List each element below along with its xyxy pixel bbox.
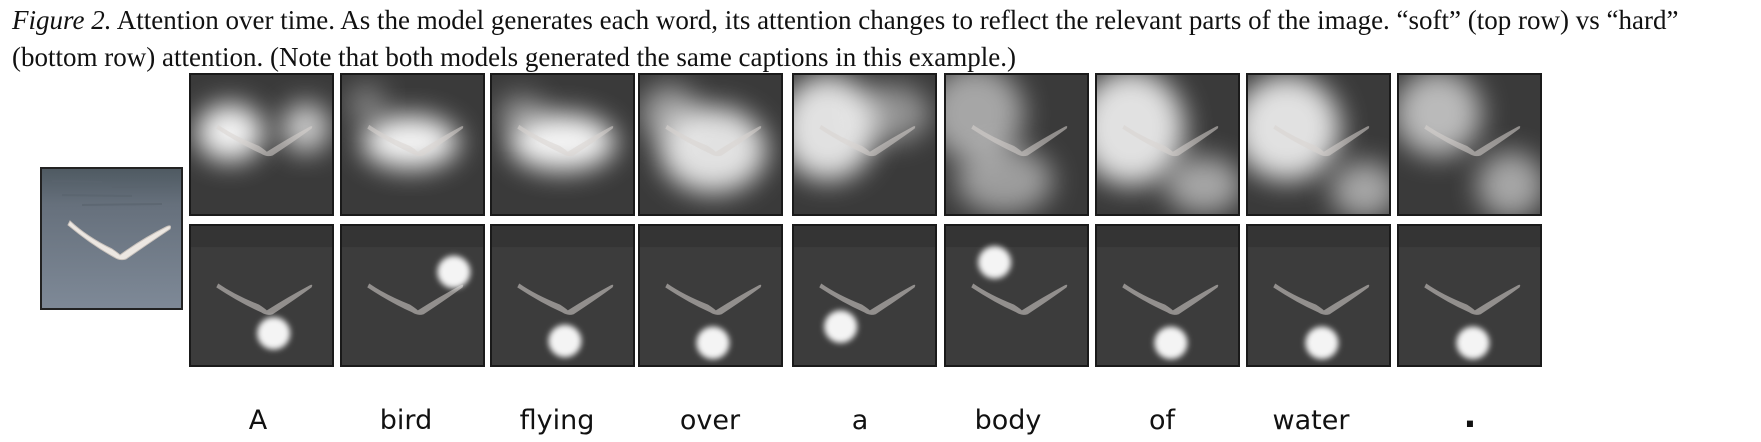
soft-attention-map <box>340 73 485 216</box>
hard-attention-map <box>792 224 937 367</box>
hard-attention-map <box>638 224 783 367</box>
caption-word: body <box>974 405 1042 436</box>
caption-word: water <box>1272 405 1350 436</box>
figure-caption-text: Attention over time. As the model genera… <box>12 5 1679 72</box>
figure-caption: Figure 2. Attention over time. As the mo… <box>12 2 1752 76</box>
caption-word: over <box>679 405 741 436</box>
soft-attention-map <box>490 73 635 216</box>
soft-attention-map <box>792 73 937 216</box>
hard-attention-map <box>944 224 1089 367</box>
caption-word: bird <box>379 405 433 436</box>
soft-attention-map <box>189 73 334 216</box>
soft-attention-map <box>1095 73 1240 216</box>
soft-attention-map <box>944 73 1089 216</box>
hard-attention-map <box>490 224 635 367</box>
hard-attention-map <box>1397 224 1542 367</box>
soft-attention-map <box>1246 73 1391 216</box>
hard-attention-map <box>1095 224 1240 367</box>
caption-word: flying <box>519 405 595 436</box>
caption-word: a <box>851 405 869 436</box>
caption-word: of <box>1148 405 1176 436</box>
soft-attention-map <box>638 73 783 216</box>
caption-word: . <box>1463 396 1477 436</box>
source-image-bird-over-water <box>40 167 183 310</box>
hard-attention-map <box>189 224 334 367</box>
figure-label: Figure 2. <box>12 5 112 35</box>
hard-attention-map <box>340 224 485 367</box>
caption-word: A <box>248 405 268 436</box>
soft-attention-map <box>1397 73 1542 216</box>
hard-attention-map <box>1246 224 1391 367</box>
